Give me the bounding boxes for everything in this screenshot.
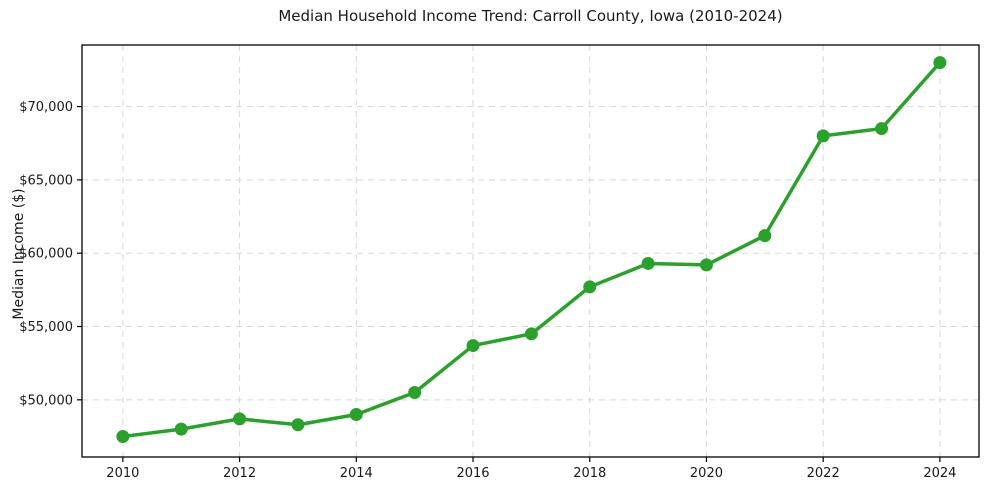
data-point (233, 412, 247, 426)
data-point (816, 129, 830, 143)
x-tick-label: 2022 (807, 466, 840, 481)
data-point (174, 422, 188, 436)
plot-frame (81, 44, 980, 458)
y-tick-label: $50,000 (19, 393, 73, 408)
data-point (116, 429, 130, 443)
x-tick-label: 2016 (456, 466, 489, 481)
data-point (699, 258, 713, 272)
x-tick-label: 2014 (340, 466, 373, 481)
x-tick-label: 2012 (223, 466, 256, 481)
x-tick-label: 2010 (106, 466, 139, 481)
data-point (349, 407, 363, 421)
y-tick-label: $55,000 (19, 320, 73, 335)
data-point (408, 385, 422, 399)
y-tick-label: $70,000 (19, 100, 73, 115)
data-point (583, 280, 597, 294)
x-tick-label: 2018 (573, 466, 606, 481)
data-point (933, 56, 947, 70)
income-trend-line (121, 60, 942, 439)
x-tick-label: 2024 (923, 466, 956, 481)
data-point (758, 229, 772, 243)
y-tick-label: $60,000 (19, 247, 73, 262)
data-point (291, 418, 305, 432)
chart-title: Median Household Income Trend: Carroll C… (278, 7, 783, 25)
data-point (466, 339, 480, 353)
data-point (641, 256, 655, 270)
x-tick-label: 2020 (690, 466, 723, 481)
data-point (524, 327, 538, 341)
data-point (875, 122, 889, 136)
y-tick-label: $65,000 (19, 173, 73, 188)
